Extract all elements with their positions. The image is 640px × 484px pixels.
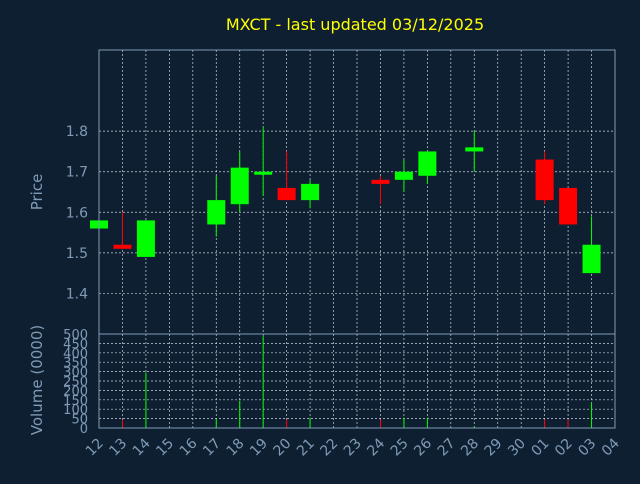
day-tick-label: 24 (364, 435, 388, 459)
volume-tick-label: 0 (80, 422, 88, 437)
price-tick-label: 1.8 (66, 124, 88, 140)
volume-tick-label: 150 (63, 394, 88, 409)
day-tick-label: 27 (435, 436, 459, 460)
candle-body (207, 200, 226, 225)
day-tick-label: 04 (599, 435, 623, 459)
candle-body (465, 147, 484, 152)
volume-axis-label: Volume (0000) (28, 325, 46, 435)
volume-tick-label: 50 (71, 413, 88, 428)
day-tick-label: 22 (317, 436, 341, 460)
volume-panel-frame (98, 333, 616, 429)
frame-layer (98, 49, 616, 429)
candle-body (230, 167, 249, 205)
candle-body (301, 183, 320, 201)
day-tick-label: 23 (341, 436, 365, 460)
day-tick-label: 12 (83, 436, 107, 460)
price-tick-label: 1.7 (66, 165, 88, 181)
candle-body (535, 159, 554, 201)
volume-tick-label: 500 (63, 328, 88, 343)
price-tick-label: 1.6 (66, 205, 88, 221)
volume-tick-label: 300 (63, 366, 88, 381)
volume-tick-label: 400 (63, 347, 88, 362)
price-axis-label: Price (28, 174, 46, 211)
volume-tick-label: 350 (63, 356, 88, 371)
day-tick-label: 17 (200, 436, 224, 460)
day-tick-label: 01 (529, 436, 553, 460)
volume-tick-label: 200 (63, 384, 88, 399)
day-tick-label: 02 (552, 436, 576, 460)
candle-body (113, 244, 132, 249)
day-tick-label: 18 (224, 436, 248, 460)
price-tick-label: 1.4 (66, 286, 88, 302)
grid-layer (98, 50, 616, 429)
day-tick-label: 13 (106, 436, 130, 460)
day-tick-label: 25 (388, 436, 412, 460)
day-tick-label: 21 (294, 436, 318, 460)
volume-tick-label: 250 (63, 375, 88, 390)
candle-body (136, 220, 155, 257)
day-tick-label: 20 (271, 436, 295, 460)
day-tick-label: 16 (177, 435, 201, 459)
day-tick-label: 15 (153, 436, 177, 460)
candle-body (254, 171, 273, 175)
candle-body (418, 151, 437, 176)
chart-title: MXCT - last updated 03/12/2025 (226, 15, 484, 34)
day-tick-label: 26 (411, 435, 435, 459)
candle-body (371, 179, 390, 184)
day-tick-label: 30 (505, 436, 529, 460)
day-tick-label: 14 (130, 435, 154, 459)
candle-body (582, 244, 601, 274)
volume-tick-label: 450 (63, 337, 88, 352)
day-tick-label: 03 (575, 436, 599, 460)
day-axis-label: Day (334, 459, 362, 475)
candle-body (394, 171, 413, 180)
day-tick-label: 19 (247, 436, 271, 460)
day-tick-label: 28 (458, 436, 482, 460)
volume-tick-label: 100 (63, 403, 88, 418)
candle-body (277, 187, 296, 201)
day-tick-label: 29 (482, 436, 506, 460)
price-tick-label: 1.5 (66, 246, 88, 262)
marks-layer (90, 127, 601, 428)
candle-body (559, 187, 578, 225)
